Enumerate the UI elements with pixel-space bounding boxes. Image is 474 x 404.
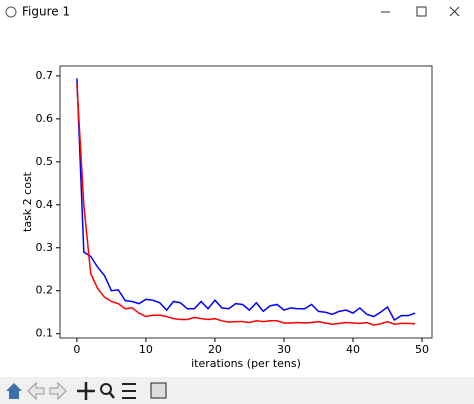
series-line: [76, 84, 416, 326]
save-button[interactable]: [150, 382, 167, 399]
window-title: Figure 1: [22, 5, 70, 19]
y-tick-label: 0.4: [36, 198, 54, 211]
configure-button[interactable]: [122, 383, 136, 399]
x-tick-label: 40: [346, 343, 360, 356]
y-axis-label: task 2 cost: [21, 171, 34, 232]
x-axis-label: iterations (per tens): [191, 357, 301, 370]
y-tick-label: 0.6: [36, 112, 54, 125]
y-tick-label: 0.7: [36, 69, 54, 82]
app-icon: [5, 6, 17, 18]
plot-frame: [59, 65, 433, 339]
home-button[interactable]: [6, 383, 22, 399]
back-button[interactable]: [27, 381, 45, 401]
y-tick-label: 0.5: [36, 155, 54, 168]
toolbar: [0, 377, 474, 404]
series-line: [76, 78, 416, 322]
y-tick-label: 0.3: [36, 241, 54, 254]
y-tick-label: 0.1: [36, 327, 54, 340]
x-tick-label: 30: [277, 343, 291, 356]
toolbar-buttons: [6, 381, 167, 401]
y-tick-label: 0.2: [36, 284, 54, 297]
x-tick-label: 10: [139, 343, 153, 356]
x-tick-label: 50: [415, 343, 429, 356]
zoom-button[interactable]: [100, 383, 115, 399]
x-tick-label: 0: [73, 343, 80, 356]
x-tick-label: 20: [208, 343, 222, 356]
pan-button[interactable]: [77, 382, 95, 400]
maximize-button[interactable]: [416, 6, 427, 17]
close-button[interactable]: [449, 6, 460, 17]
forward-button[interactable]: [49, 381, 67, 401]
